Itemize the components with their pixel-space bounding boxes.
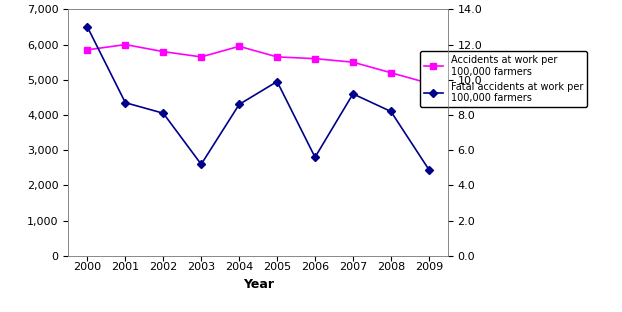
X-axis label: Year: Year: [243, 278, 274, 291]
Legend: Accidents at work per
100,000 farmers, Fatal accidents at work per
100,000 farme: Accidents at work per 100,000 farmers, F…: [420, 51, 587, 107]
